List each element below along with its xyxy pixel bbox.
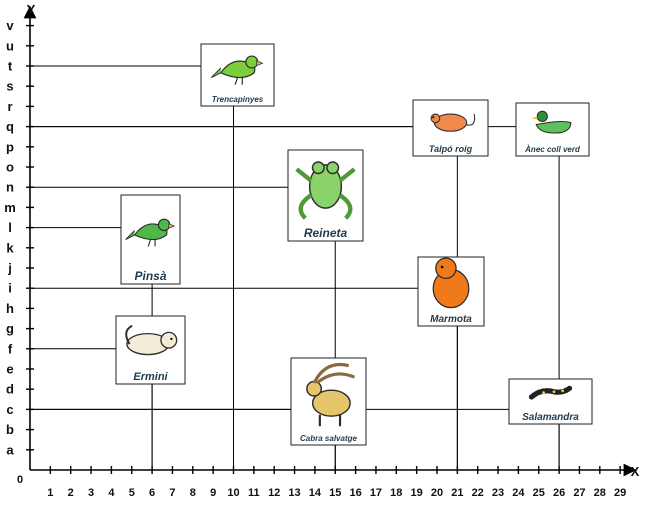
y-tick-label: f (8, 341, 13, 356)
card-frame (508, 378, 593, 425)
y-tick-label: r (7, 99, 12, 114)
y-tick-label: l (8, 220, 12, 235)
animal-label: Salamandra (522, 412, 579, 423)
x-tick-label: 29 (614, 487, 626, 499)
x-tick-label: 24 (512, 487, 525, 499)
y-tick-label: k (6, 240, 14, 255)
y-tick-label: g (6, 321, 14, 336)
animal-label: Talpó roig (429, 144, 473, 154)
y-tick-label: e (6, 362, 13, 377)
x-tick-label: 26 (553, 487, 565, 499)
x-tick-label: 11 (248, 487, 260, 499)
x-tick-label: 10 (227, 487, 239, 499)
x-tick-label: 12 (268, 487, 280, 499)
y-tick-label: t (8, 59, 13, 74)
animal-card-ermini: Ermini (115, 315, 186, 385)
animal-card-pinsa: Pinsà (120, 194, 181, 285)
x-tick-label: 13 (288, 487, 300, 499)
animal-label: Ànec coll verd (524, 145, 581, 154)
y-tick-label: m (4, 200, 16, 215)
x-tick-label: 6 (149, 487, 155, 499)
animal-label: Cabra salvatge (300, 434, 357, 443)
y-tick-label: c (6, 402, 13, 417)
x-tick-label: 19 (411, 487, 423, 499)
y-tick-label: i (8, 281, 12, 296)
x-tick-label: 28 (594, 487, 606, 499)
y-tick-label: n (6, 180, 14, 195)
y-tick-label: j (7, 261, 12, 276)
y-tick-label: s (6, 79, 13, 94)
weasel-icon (125, 324, 178, 356)
y-axis-label: Y (27, 2, 36, 17)
x-tick-label: 7 (169, 487, 175, 499)
x-tick-label: 25 (533, 487, 545, 499)
x-tick-label: 5 (129, 487, 135, 499)
x-tick-label: 18 (390, 487, 402, 499)
y-tick-label: q (6, 119, 14, 134)
y-tick-label: o (6, 160, 14, 175)
x-tick-label: 27 (573, 487, 585, 499)
x-tick-label: 1 (47, 487, 53, 499)
animal-card-trencapinyes: Trencapinyes (200, 43, 275, 107)
x-tick-label: 22 (472, 487, 484, 499)
salamander-icon (528, 385, 573, 400)
y-tick-label: h (6, 301, 14, 316)
animal-label: Marmota (430, 314, 472, 325)
x-tick-label: 9 (210, 487, 216, 499)
origin-label: 0 (17, 474, 23, 486)
x-tick-label: 20 (431, 487, 443, 499)
animal-card-reineta: Reineta (287, 149, 364, 242)
goat-icon (306, 362, 356, 427)
y-tick-label: b (6, 422, 14, 437)
frog-icon (295, 161, 356, 220)
y-tick-label: v (6, 18, 14, 33)
bird-icon (210, 55, 264, 85)
x-tick-label: 8 (190, 487, 196, 499)
animal-card-salamandra: Salamandra (508, 378, 593, 425)
x-tick-label: 3 (88, 487, 94, 499)
y-tick-label: a (6, 442, 14, 457)
x-tick-label: 14 (309, 487, 322, 499)
y-tick-label: d (6, 382, 14, 397)
marmot-icon (432, 257, 470, 309)
duck-icon (531, 110, 572, 134)
rodent-icon (430, 113, 476, 132)
y-tick-label: u (6, 38, 14, 53)
animal-card-talpo-roig: Talpó roig (412, 99, 489, 157)
animal-card-anec-coll-verd: Ànec coll verd (515, 102, 590, 157)
x-tick-label: 15 (329, 487, 341, 499)
animal-label: Trencapinyes (212, 95, 264, 104)
animal-card-cabra-salvatge: Cabra salvatge (290, 357, 367, 446)
x-tick-label: 21 (451, 487, 463, 499)
bird-icon (125, 218, 176, 247)
x-tick-label: 23 (492, 487, 504, 499)
y-tick-label: p (6, 139, 14, 154)
animal-label: Pinsà (134, 269, 166, 283)
x-tick-label: 2 (68, 487, 74, 499)
animal-label: Reineta (304, 226, 348, 240)
x-tick-label: 16 (349, 487, 361, 499)
x-tick-label: 4 (108, 487, 115, 499)
x-tick-label: 17 (370, 487, 382, 499)
animal-card-marmota: Marmota (417, 256, 485, 327)
animal-label: Ermini (133, 371, 168, 383)
x-axis-label: X (631, 464, 640, 479)
